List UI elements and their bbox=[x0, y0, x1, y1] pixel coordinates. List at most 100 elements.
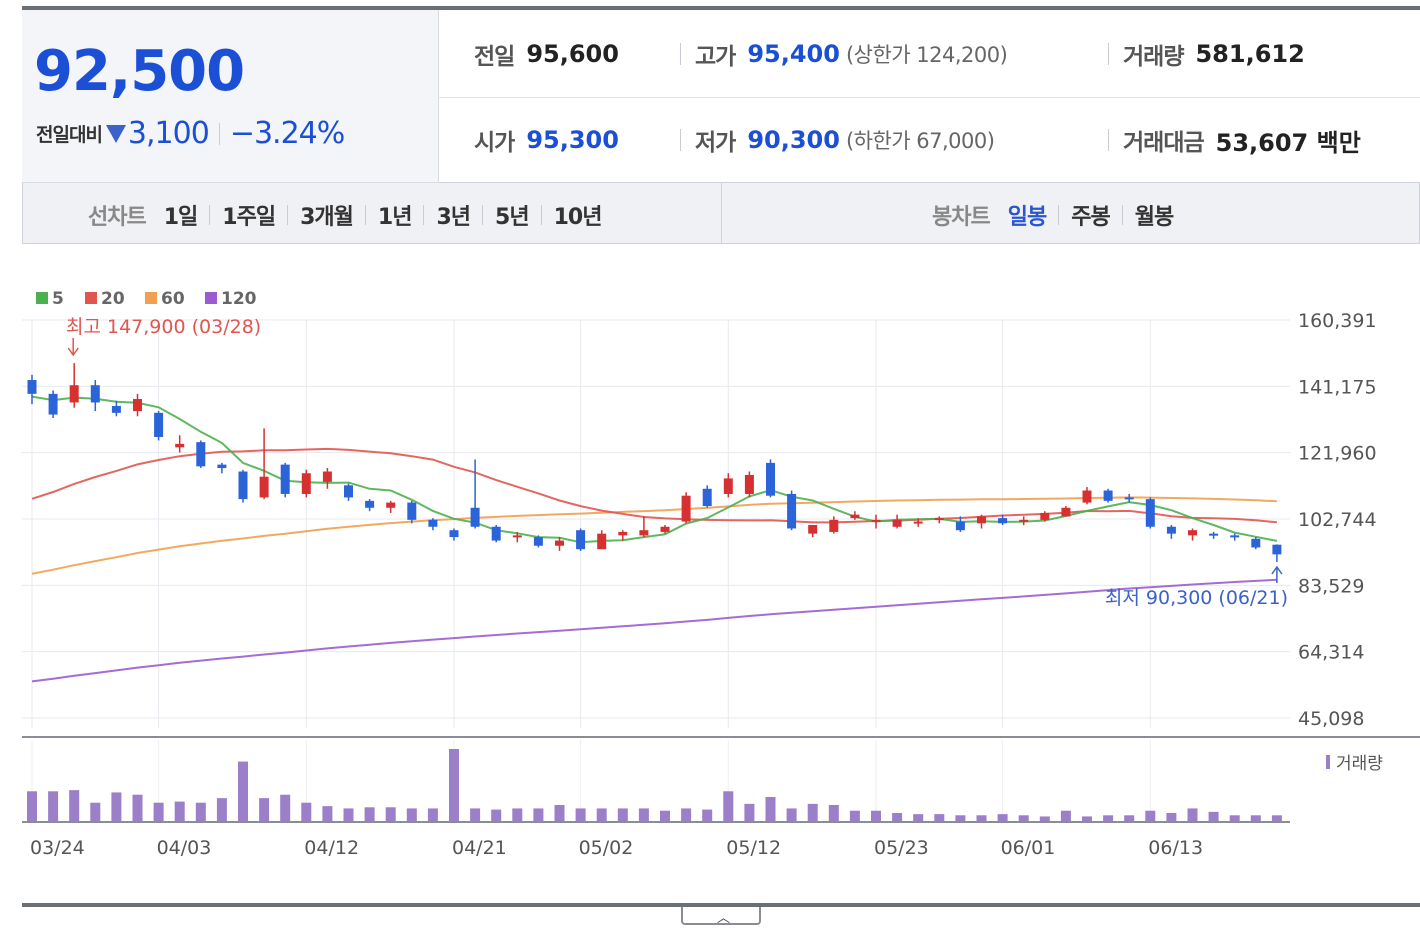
y-tick-label: 141,175 bbox=[1298, 376, 1377, 398]
tab-monthly[interactable]: 월봉 bbox=[1134, 205, 1174, 230]
tab-daily[interactable]: 일봉 bbox=[1007, 205, 1047, 230]
tab-1w[interactable]: 1주일 bbox=[222, 205, 276, 230]
candle-body bbox=[449, 530, 459, 538]
volume-bar bbox=[1187, 808, 1198, 821]
divider bbox=[209, 205, 211, 225]
y-tick-label: 83,529 bbox=[1298, 575, 1364, 597]
legend-label: 5 bbox=[52, 289, 64, 309]
candle-body bbox=[344, 485, 353, 498]
candle-body bbox=[998, 518, 1008, 524]
x-tick-label: 05/02 bbox=[579, 837, 634, 859]
top-border bbox=[22, 6, 1420, 10]
tab-10y[interactable]: 10년 bbox=[553, 205, 603, 230]
volume-bar bbox=[259, 798, 270, 821]
ma5-line bbox=[31, 395, 1278, 544]
candle-body bbox=[407, 502, 417, 520]
candle-body bbox=[196, 442, 206, 467]
volume-bar bbox=[913, 814, 924, 821]
divider bbox=[482, 205, 484, 225]
ma60-line bbox=[31, 496, 1277, 575]
volume-bar bbox=[638, 808, 649, 821]
candle-body bbox=[90, 385, 100, 403]
candle-body bbox=[723, 478, 733, 494]
candle-body bbox=[238, 471, 248, 500]
y-tick-label: 102,744 bbox=[1298, 509, 1377, 531]
tab-5y[interactable]: 5년 bbox=[495, 205, 530, 230]
volume-value: 581,612 bbox=[1195, 40, 1305, 68]
tab-1y[interactable]: 1년 bbox=[377, 205, 413, 230]
candle-body bbox=[1061, 507, 1071, 517]
x-tick-label: 04/21 bbox=[452, 837, 507, 859]
volume-bar bbox=[174, 801, 185, 821]
tab-1d[interactable]: 1일 bbox=[163, 205, 199, 230]
open-label: 시가 bbox=[474, 130, 515, 156]
high-arrow-icon bbox=[67, 347, 79, 357]
volume-bar bbox=[238, 761, 248, 821]
change-label: 전일대비 bbox=[36, 124, 103, 146]
divider bbox=[680, 43, 681, 65]
volume-bar bbox=[702, 809, 713, 821]
volume-bar bbox=[828, 805, 839, 821]
volume-bar bbox=[470, 808, 481, 821]
summary-divider bbox=[439, 97, 1420, 98]
prev-close-label: 전일 bbox=[474, 44, 515, 70]
divider bbox=[423, 205, 425, 225]
volume-bar bbox=[892, 813, 903, 821]
ma120-line bbox=[31, 578, 1277, 683]
candle-body bbox=[1040, 512, 1050, 520]
candle-body bbox=[512, 535, 522, 538]
candle-body bbox=[955, 521, 965, 531]
candle-body bbox=[934, 518, 944, 521]
volume-bar bbox=[1145, 810, 1156, 821]
candle-body bbox=[1082, 490, 1092, 503]
divider bbox=[680, 129, 681, 151]
candle-body bbox=[111, 405, 121, 413]
low-value: 90,300 bbox=[747, 126, 840, 154]
candle-body bbox=[428, 519, 438, 527]
candle-body bbox=[555, 540, 564, 546]
divider bbox=[218, 122, 220, 145]
line-chart-tabs: 선차트 1일 1주일 3개월 1년 3년 5년 10년 bbox=[88, 199, 605, 231]
divider bbox=[364, 205, 366, 225]
candle-body bbox=[597, 533, 607, 550]
volume-bar bbox=[301, 802, 312, 821]
volume-bar bbox=[1018, 815, 1029, 821]
candle-body bbox=[1209, 533, 1219, 536]
volume-bar bbox=[765, 797, 776, 821]
candle-body bbox=[69, 385, 79, 403]
candle-body bbox=[618, 531, 628, 536]
candle-chart-tabs: 봉차트 일봉 주봉 월봉 bbox=[932, 199, 1177, 231]
candle-body bbox=[850, 514, 860, 519]
volume-legend-label: 거래량 bbox=[1336, 754, 1383, 774]
volume-bar bbox=[27, 791, 37, 821]
tab-3m[interactable]: 3개월 bbox=[300, 205, 354, 230]
x-tick-label: 03/24 bbox=[30, 837, 85, 859]
candle-body bbox=[1145, 499, 1155, 527]
volume-bar bbox=[1124, 815, 1135, 821]
volume-bar bbox=[1208, 811, 1219, 821]
x-tick-label: 04/12 bbox=[304, 837, 359, 859]
candle-body bbox=[27, 380, 37, 394]
volume-legend-swatch bbox=[1326, 755, 1330, 769]
tab-weekly[interactable]: 주봉 bbox=[1071, 205, 1110, 230]
volume-bar bbox=[807, 803, 818, 821]
volume-bar bbox=[1060, 810, 1071, 821]
high-label: 고가 bbox=[695, 44, 736, 70]
collapse-handle[interactable]: ︿ bbox=[681, 907, 761, 926]
volume-bar bbox=[723, 791, 734, 821]
trade-amount: 거래대금 53,607 백만 bbox=[1108, 120, 1361, 160]
lower-limit: (하한가 67,000) bbox=[845, 129, 995, 153]
candle-body bbox=[1103, 490, 1113, 501]
volume-bar bbox=[1166, 813, 1177, 821]
tab-3y[interactable]: 3년 bbox=[436, 205, 471, 230]
down-triangle-icon bbox=[105, 124, 126, 143]
candle-body bbox=[470, 507, 480, 527]
volume-bar bbox=[1039, 816, 1050, 821]
candle-body bbox=[1251, 538, 1261, 548]
volume-label: 거래량 bbox=[1123, 44, 1184, 70]
candle-body bbox=[280, 464, 290, 494]
x-tick-label: 06/13 bbox=[1148, 837, 1203, 859]
volume-bar bbox=[997, 814, 1008, 821]
volume-bar bbox=[1229, 815, 1240, 821]
